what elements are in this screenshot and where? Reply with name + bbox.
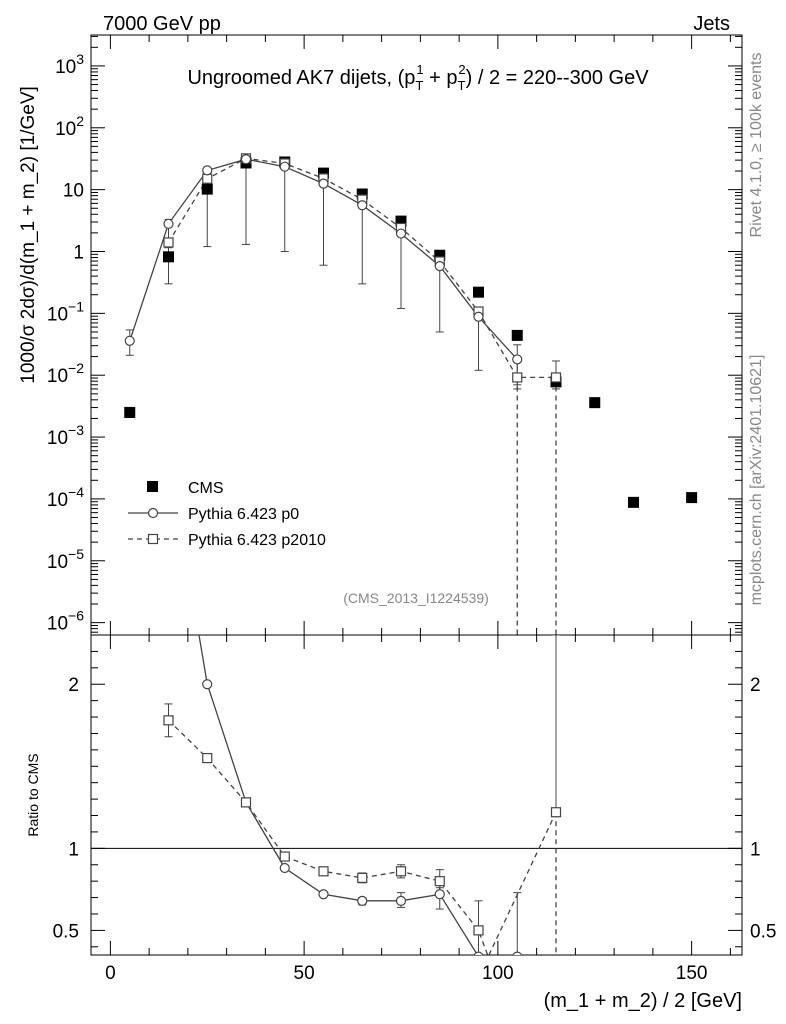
x-axis-label: (m_1 + m_2) / 2 [GeV] bbox=[544, 990, 742, 1012]
cms-point bbox=[124, 406, 136, 418]
ratio-p0-point bbox=[318, 889, 329, 900]
p0-point bbox=[124, 335, 135, 346]
y-tick-label: 10−4 bbox=[47, 484, 84, 511]
p0-point bbox=[202, 165, 213, 176]
cms-point bbox=[686, 492, 698, 504]
ratio-p0-point bbox=[279, 862, 290, 874]
x-tick-label: 0 bbox=[105, 963, 116, 984]
header-right: Jets bbox=[693, 13, 730, 35]
ratio-p2010-point bbox=[473, 925, 484, 936]
legend-label-p2010: Pythia 6.423 p2010 bbox=[188, 532, 326, 549]
ratio-p2010-point bbox=[434, 876, 445, 887]
ratio-p2010-point bbox=[550, 807, 562, 818]
cms-point bbox=[434, 249, 446, 261]
p2010-point bbox=[163, 237, 174, 248]
ratio-p0-point bbox=[512, 951, 523, 955]
ratio-p0-point bbox=[357, 895, 368, 906]
cms-point bbox=[395, 215, 407, 227]
p0-point bbox=[279, 161, 290, 172]
legend: CMS Pythia 6.423 p0 Pythia 6.423 p2010 bbox=[128, 480, 326, 549]
ratio-p0-point bbox=[434, 889, 445, 900]
ratio-line-p2010 bbox=[168, 719, 557, 955]
x-tick-label: 50 bbox=[294, 963, 315, 984]
y-tick-label: 10−1 bbox=[47, 298, 84, 325]
y-tick-label: 1 bbox=[73, 242, 84, 263]
y-tick-label: 102 bbox=[55, 113, 84, 140]
y-tick-label: 103 bbox=[55, 51, 84, 78]
p2010-point bbox=[202, 173, 213, 184]
y-axis-label: 1000/σ 2dσ)/d(m_1 + m_2) [1/GeV] bbox=[18, 86, 39, 384]
ratio-tick-label: 2 bbox=[68, 675, 79, 696]
cms-point bbox=[473, 286, 484, 298]
axes: 0 50 100 150 10−6 10−5 10−4 10−3 10−2 10−1 1 10 102 1… bbox=[47, 35, 776, 984]
p0-point bbox=[512, 354, 523, 365]
ratio-p2010-point bbox=[163, 715, 174, 726]
p0-point bbox=[434, 261, 445, 272]
y-tick-label: 10−3 bbox=[47, 422, 84, 449]
rivet-label: Rivet 4.1.0, ≥ 100k events bbox=[748, 53, 765, 238]
ratio-p2010-point bbox=[240, 797, 252, 808]
cms-point bbox=[511, 329, 523, 341]
ratio-line-p0 bbox=[198, 635, 479, 955]
legend-label-cms: CMS bbox=[188, 480, 224, 497]
p0-point bbox=[163, 218, 174, 229]
ratio-tick-label-right: 2 bbox=[750, 675, 761, 696]
legend-label-p0: Pythia 6.423 p0 bbox=[188, 506, 299, 523]
ratio-p2010-point bbox=[279, 851, 290, 862]
ratio-p2010-point bbox=[202, 752, 213, 764]
ratio-tick-label-right: 0.5 bbox=[750, 921, 776, 942]
y-tick-label: 10−6 bbox=[47, 608, 84, 635]
cms-point bbox=[318, 167, 329, 179]
p0-point bbox=[357, 200, 368, 211]
analysis-id: (CMS_2013_I1224539) bbox=[343, 590, 489, 606]
main-panel-marks bbox=[124, 153, 698, 635]
p0-point bbox=[240, 154, 252, 165]
ratio-p2010-point bbox=[357, 872, 368, 883]
ratio-y-axis-label: Ratio to CMS bbox=[25, 753, 41, 836]
ratio-p0-point bbox=[202, 679, 213, 690]
data-marks bbox=[124, 153, 698, 955]
ratio-plot-frame bbox=[90, 634, 743, 956]
legend-marker-cms bbox=[147, 481, 158, 492]
ratio-tick-label-right: 1 bbox=[750, 839, 761, 860]
p2010-point bbox=[512, 372, 523, 383]
cms-point bbox=[356, 188, 368, 200]
y-tick-label: 10−2 bbox=[47, 360, 84, 387]
p0-point bbox=[395, 228, 407, 239]
plot-title: Ungroomed AK7 dijets, (pT1 + pT2) / 2 = … bbox=[187, 62, 649, 93]
x-tick-label: 150 bbox=[676, 963, 708, 984]
p2010-point bbox=[550, 372, 562, 383]
ratio-tick-label: 0.5 bbox=[53, 921, 79, 942]
ratio-p0-point bbox=[164, 450, 173, 459]
ratio-p0-point bbox=[473, 951, 484, 955]
p0-point bbox=[318, 178, 329, 189]
y-tick-label: 10 bbox=[63, 181, 84, 202]
ratio-p0-point bbox=[395, 895, 407, 906]
cms-point bbox=[628, 496, 639, 508]
x-tick-label: 100 bbox=[482, 963, 514, 984]
ratio-p2010-point bbox=[318, 866, 329, 877]
legend-marker-p2010 bbox=[147, 533, 159, 545]
ratio-p2010-point bbox=[395, 866, 407, 877]
y-tick-label: 10−5 bbox=[47, 546, 84, 573]
cms-point bbox=[589, 397, 601, 409]
mcplots-label: mcplots.cern.ch [arXiv:2401.10621] bbox=[748, 355, 765, 606]
ratio-panel-marks bbox=[163, 450, 562, 955]
p0-point bbox=[473, 311, 484, 322]
header-left: 7000 GeV pp bbox=[103, 13, 221, 35]
ratio-tick-label: 1 bbox=[68, 839, 79, 860]
cms-point bbox=[163, 251, 174, 263]
cms-point bbox=[201, 183, 213, 195]
legend-marker-p0 bbox=[147, 507, 159, 519]
